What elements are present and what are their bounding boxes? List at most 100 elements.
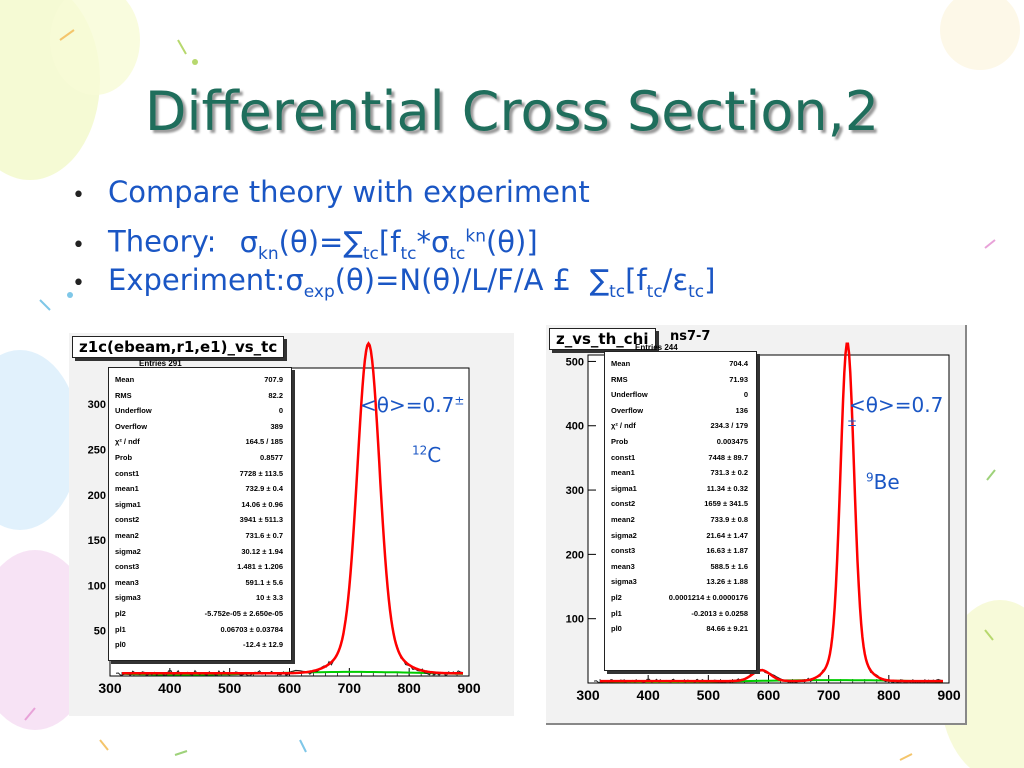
right-annotation-nucleus: 9Be bbox=[866, 470, 900, 494]
bullet-dot-icon: • bbox=[72, 232, 85, 258]
stats-value: 0.003475 bbox=[716, 437, 748, 446]
formula-part: (θ)=N(θ)/L/F/A £ bbox=[334, 263, 572, 297]
stats-value: 164.5 / 185 bbox=[245, 437, 283, 447]
stats-value: 84.66 ± 9.21 bbox=[706, 624, 748, 634]
stats-value: 7448 ± 89.7 bbox=[708, 452, 748, 462]
stats-row: pl2 0.0001214 ± 0.0000176 bbox=[605, 590, 756, 606]
stats-key: mean2 bbox=[115, 531, 139, 540]
y-tick-label: 300 bbox=[566, 485, 584, 497]
formula-part: /ε bbox=[662, 263, 689, 297]
bullet-text: Compare theory with experiment bbox=[108, 175, 590, 209]
left-annotation-nucleus: 12C bbox=[412, 443, 441, 467]
stats-row: Prob 0.8577 bbox=[109, 450, 291, 466]
stats-key: sigma2 bbox=[115, 546, 141, 556]
subscript: tc bbox=[646, 281, 663, 302]
subscript: tc bbox=[362, 243, 379, 264]
stats-row: Overflow 136 bbox=[605, 403, 756, 419]
stats-header: Entries 291 bbox=[139, 359, 182, 368]
stats-value: 591.1 ± 5.6 bbox=[245, 577, 283, 587]
stats-key: Underflow bbox=[611, 390, 648, 400]
stats-key: mean3 bbox=[115, 577, 139, 587]
stats-row: const3 16.63 ± 1.87 bbox=[605, 543, 756, 559]
stats-key: RMS bbox=[611, 374, 628, 384]
superscript: kn bbox=[465, 226, 486, 246]
stats-row: sigma3 10 ± 3.3 bbox=[109, 590, 291, 606]
stats-value: 3941 ± 511.3 bbox=[239, 515, 283, 525]
stats-row: χ² / ndf 234.3 / 179 bbox=[605, 418, 756, 434]
right-stats-box: Entries 244 Mean 704.4 RMS 71.93 Underflow 0 O… bbox=[604, 343, 757, 671]
stats-row: mean3 591.1 ± 5.6 bbox=[109, 575, 291, 591]
stats-key: const3 bbox=[115, 562, 140, 572]
stats-value: 731.3 ± 0.2 bbox=[710, 468, 748, 478]
stats-value: 21.64 ± 1.47 bbox=[706, 530, 748, 540]
x-tick-label: 800 bbox=[877, 687, 901, 703]
stats-value: -0.2013 ± 0.0258 bbox=[691, 608, 748, 618]
stats-key: pl1 bbox=[611, 608, 622, 618]
formula-part: [f bbox=[378, 224, 401, 259]
x-tick-label: 700 bbox=[817, 687, 841, 703]
x-tick-label: 500 bbox=[697, 687, 721, 703]
stats-row: pl0 84.66 ± 9.21 bbox=[605, 621, 756, 637]
stats-key: const2 bbox=[115, 515, 140, 525]
stats-row: pl0 -12.4 ± 12.9 bbox=[109, 637, 291, 653]
stats-key: sigma1 bbox=[115, 499, 141, 509]
stats-row: sigma1 11.34 ± 0.32 bbox=[605, 481, 756, 497]
stats-key: Mean bbox=[115, 375, 135, 384]
stats-value: 0.8577 bbox=[260, 453, 283, 462]
left-stats-box: Entries 291 Mean 707.9 RMS 82.2 Underflow 0 Ov… bbox=[108, 359, 292, 661]
x-tick-label: 300 bbox=[576, 687, 600, 703]
stats-key: Overflow bbox=[115, 421, 148, 431]
stats-key: RMS bbox=[115, 390, 132, 400]
y-tick-label: 100 bbox=[88, 580, 106, 592]
stats-key: sigma1 bbox=[611, 483, 637, 493]
stats-value: 1.481 ± 1.206 bbox=[237, 562, 283, 572]
x-tick-label: 400 bbox=[158, 680, 182, 696]
stats-value: 1659 ± 341.5 bbox=[704, 499, 748, 509]
bullet-list: • Compare theory with experiment • Theory:… bbox=[72, 170, 715, 302]
subscript: tc bbox=[688, 281, 705, 302]
stats-value: 71.93 bbox=[729, 374, 748, 384]
right-annotation-pm: ± bbox=[847, 415, 857, 429]
formula-part: (θ)] bbox=[485, 224, 538, 259]
x-tick-label: 300 bbox=[98, 680, 122, 696]
stats-row: Mean 707.9 bbox=[109, 372, 291, 388]
stats-value: 234.3 / 179 bbox=[710, 421, 748, 431]
experiment-formula: σexp(θ)=N(θ)/L/F/A £ ∑tc[ftc/εtc] bbox=[285, 263, 716, 302]
stats-row: pl2 -5.752e-05 ± 2.650e-05 bbox=[109, 606, 291, 622]
nucleus-symbol: Be bbox=[873, 470, 900, 494]
nucleus-mass-number: 9 bbox=[866, 470, 874, 485]
stats-value: 30.12 ± 1.94 bbox=[241, 546, 283, 556]
sum-symbol: ∑ bbox=[589, 263, 610, 297]
annotation-mean-text: <θ>=0.7 bbox=[849, 393, 944, 417]
stats-row: const1 7448 ± 89.7 bbox=[605, 450, 756, 466]
stats-row: sigma3 13.26 ± 1.88 bbox=[605, 574, 756, 590]
stats-key: pl0 bbox=[611, 624, 622, 634]
stats-value: 82.2 bbox=[268, 390, 283, 400]
formula-part: ] bbox=[704, 263, 716, 297]
stats-row: const2 1659 ± 341.5 bbox=[605, 496, 756, 512]
total-fit-curve bbox=[122, 341, 463, 675]
subscript: exp bbox=[303, 281, 335, 302]
stats-key: pl1 bbox=[115, 624, 126, 634]
x-tick-label: 600 bbox=[757, 687, 781, 703]
stats-key: sigma3 bbox=[115, 593, 141, 603]
stats-key: Underflow bbox=[115, 406, 152, 416]
x-tick-label: 900 bbox=[457, 680, 481, 696]
formula-part: [f bbox=[625, 263, 647, 297]
annotation-pm: ± bbox=[847, 415, 858, 429]
stats-key: pl2 bbox=[115, 609, 126, 618]
stats-value: 13.26 ± 1.88 bbox=[706, 577, 748, 587]
stats-key: χ² / ndf bbox=[611, 421, 636, 431]
y-tick-label: 400 bbox=[566, 421, 584, 433]
y-tick-label: 250 bbox=[88, 445, 106, 457]
stats-key: Mean bbox=[611, 359, 631, 368]
right-annotation-mean: <θ>=0.7 bbox=[849, 393, 943, 417]
y-tick-label: 200 bbox=[88, 490, 106, 502]
y-tick-label: 100 bbox=[566, 614, 584, 626]
x-tick-label: 900 bbox=[937, 687, 961, 703]
stats-row: sigma1 14.06 ± 0.96 bbox=[109, 497, 291, 513]
stats-row: const3 1.481 ± 1.206 bbox=[109, 559, 291, 575]
sigma-symbol: σ bbox=[285, 263, 304, 297]
stats-key: Prob bbox=[611, 437, 629, 446]
stats-key: mean1 bbox=[115, 484, 139, 494]
